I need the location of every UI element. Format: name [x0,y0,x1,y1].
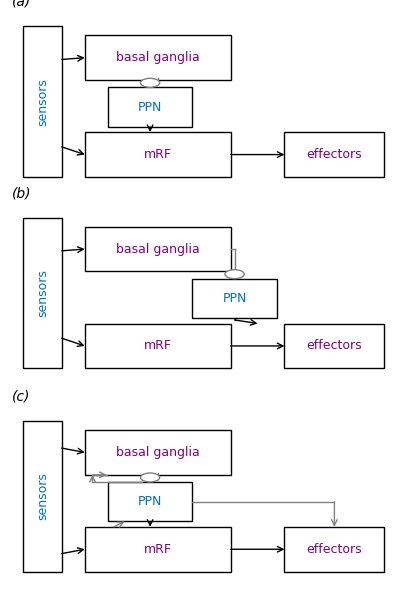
Text: effectors: effectors [306,148,362,161]
Bar [85,324,231,368]
Bar [23,421,62,572]
Bar [23,26,62,177]
Circle shape [140,473,160,482]
Bar [85,527,231,572]
Bar [85,132,231,177]
Text: PPN: PPN [138,100,162,114]
Text: basal ganglia: basal ganglia [116,243,200,255]
Text: sensors: sensors [36,78,49,126]
Bar [108,87,192,127]
Text: basal ganglia: basal ganglia [116,51,200,64]
Bar [85,430,231,475]
Circle shape [140,78,160,87]
Text: (a): (a) [12,0,31,9]
Text: basal ganglia: basal ganglia [116,446,200,459]
Bar [284,132,384,177]
Text: mRF: mRF [144,543,172,556]
Text: (b): (b) [12,187,32,200]
Bar [192,279,277,318]
Text: PPN: PPN [222,292,247,305]
Bar [23,218,62,368]
Bar [284,527,384,572]
Text: mRF: mRF [144,148,172,161]
Text: sensors: sensors [36,269,49,317]
Text: sensors: sensors [36,472,49,520]
Text: effectors: effectors [306,340,362,352]
Bar [85,227,231,271]
Text: mRF: mRF [144,340,172,352]
Bar [284,324,384,368]
Bar [85,35,231,80]
Text: (c): (c) [12,390,30,404]
Text: effectors: effectors [306,543,362,556]
Text: PPN: PPN [138,495,162,508]
Bar [108,482,192,521]
Circle shape [225,270,244,279]
